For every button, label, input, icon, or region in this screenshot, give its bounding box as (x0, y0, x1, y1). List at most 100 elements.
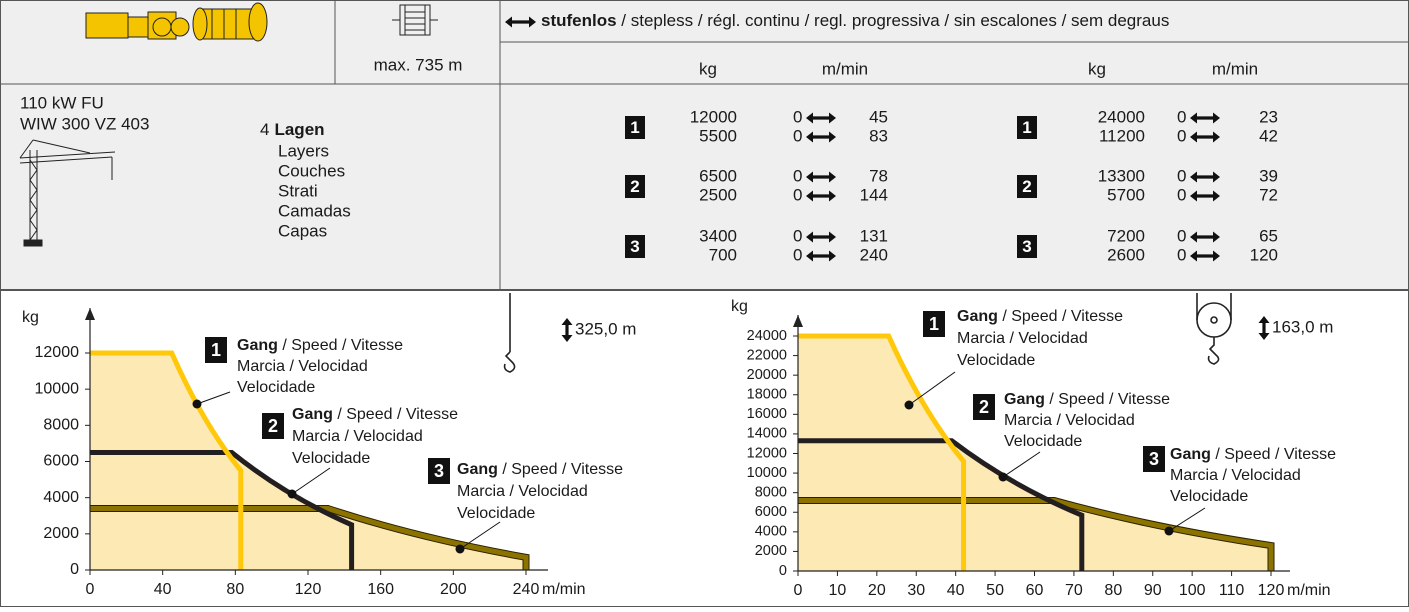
leader-dot (905, 401, 914, 410)
layer-name: Strati (278, 181, 318, 200)
gear-label: Gang / Speed / Vitesse (1170, 446, 1336, 463)
model-line: 110 kW FU (20, 93, 104, 112)
x-tick-label: 0 (86, 581, 95, 598)
speed-to: 131 (860, 226, 888, 245)
gear-label-rest: / Speed / Vitesse (1045, 391, 1170, 408)
speed-from: 0 (793, 245, 802, 264)
gear-label-bold: Gang (237, 337, 278, 354)
gear-label: Marcia / Velocidad (1004, 412, 1135, 429)
load-kg: 5500 (699, 126, 737, 145)
gear-label: Marcia / Velocidad (1170, 467, 1301, 484)
gear-number: 1 (929, 314, 939, 334)
speed-to: 144 (860, 185, 888, 204)
gear-label: Gang / Speed / Vitesse (1004, 391, 1170, 408)
x-tick-label: 20 (868, 582, 886, 599)
y-tick-label: 12000 (747, 445, 787, 461)
x-tick-label: 240 (513, 581, 540, 598)
gear-number: 3 (1022, 237, 1031, 256)
gear-label: Velocidade (1170, 488, 1248, 505)
x-tick-label: 40 (947, 582, 965, 599)
gear-label: Marcia / Velocidad (957, 330, 1088, 347)
column-header: kg (699, 59, 717, 78)
x-tick-label: 30 (907, 582, 925, 599)
speed-from: 0 (793, 185, 802, 204)
speed-to: 45 (869, 107, 888, 126)
model-line: WIW 300 VZ 403 (20, 114, 149, 133)
gear-number: 2 (268, 416, 278, 436)
layer-name: Layers (278, 141, 329, 160)
gear-number: 1 (211, 340, 221, 360)
x-tick-label: 40 (154, 581, 172, 598)
x-tick-label: 80 (1104, 582, 1122, 599)
y-tick-label: 8000 (755, 484, 787, 500)
y-tick-label: 4000 (43, 489, 79, 506)
y-tick-label: 0 (779, 563, 787, 579)
y-tick-label: 18000 (747, 387, 787, 403)
speed-to: 240 (860, 245, 888, 264)
x-tick-label: 70 (1065, 582, 1083, 599)
load-kg: 5700 (1107, 185, 1145, 204)
x-axis-label: m/min (542, 581, 586, 598)
y-tick-label: 10000 (747, 465, 787, 481)
gear-number: 3 (1149, 449, 1159, 469)
x-axis-label: m/min (1287, 582, 1331, 599)
column-header: kg (1088, 59, 1106, 78)
speed-from: 0 (793, 126, 802, 145)
gear-label: Marcia / Velocidad (457, 483, 588, 500)
y-tick-label: 22000 (747, 347, 787, 363)
gear-label-bold: Gang (1004, 391, 1045, 408)
y-tick-label: 12000 (35, 344, 80, 361)
speed-from: 0 (1177, 107, 1186, 126)
heading-rest: / stepless / régl. continu / regl. progr… (617, 11, 1170, 30)
y-tick-label: 8000 (43, 417, 79, 434)
load-kg: 2500 (699, 185, 737, 204)
gear-label-rest: / Speed / Vitesse (278, 337, 403, 354)
gear-label: Gang / Speed / Vitesse (957, 308, 1123, 325)
load-kg: 11200 (1099, 126, 1145, 145)
y-tick-label: 4000 (755, 524, 787, 540)
x-tick-label: 0 (794, 582, 803, 599)
leader-dot (1165, 527, 1174, 536)
speed-to: 39 (1259, 166, 1278, 185)
speed-from: 0 (1177, 166, 1186, 185)
x-tick-label: 10 (829, 582, 847, 599)
x-tick-label: 120 (1258, 582, 1285, 599)
speed-from: 0 (1177, 245, 1186, 264)
y-axis-label: kg (22, 309, 39, 326)
gear-label-rest: / Speed / Vitesse (333, 406, 458, 423)
layer-name: Capas (278, 221, 327, 240)
gear-label: Gang / Speed / Vitesse (237, 337, 403, 354)
layer-name: Camadas (278, 201, 351, 220)
y-tick-label: 16000 (747, 406, 787, 422)
speed-to: 65 (1259, 226, 1278, 245)
lift-height: 163,0 m (1272, 317, 1333, 336)
gear-number: 3 (434, 461, 444, 481)
y-tick-label: 10000 (35, 380, 80, 397)
x-tick-label: 160 (367, 581, 394, 598)
gear-label-rest: / Speed / Vitesse (498, 461, 623, 478)
x-tick-label: 80 (226, 581, 244, 598)
gear-label: Gang / Speed / Vitesse (292, 406, 458, 423)
layers-bold: Lagen (274, 120, 324, 139)
y-tick-label: 20000 (747, 367, 787, 383)
gear-label-bold: Gang (457, 461, 498, 478)
gear-number: 1 (630, 118, 639, 137)
datasheet: max. 735 m stufenlos / stepless / régl. … (0, 0, 1409, 607)
load-kg: 2600 (1107, 245, 1145, 264)
layer-name: Couches (278, 161, 345, 180)
x-tick-label: 120 (295, 581, 322, 598)
gear-label-rest: / Speed / Vitesse (998, 308, 1123, 325)
column-header: m/min (822, 59, 868, 78)
gear-label: Marcia / Velocidad (237, 358, 368, 375)
y-tick-label: 2000 (755, 543, 787, 559)
x-tick-label: 100 (1179, 582, 1206, 599)
y-tick-label: 2000 (43, 525, 79, 542)
load-kg: 13300 (1098, 166, 1145, 185)
load-kg: 24000 (1098, 107, 1145, 126)
leader-dot (193, 400, 202, 409)
leader-dot (456, 545, 465, 554)
x-tick-label: 110 (1219, 582, 1245, 599)
gear-number: 2 (979, 397, 989, 417)
gear-label-bold: Gang (1170, 446, 1211, 463)
x-tick-label: 50 (986, 582, 1004, 599)
